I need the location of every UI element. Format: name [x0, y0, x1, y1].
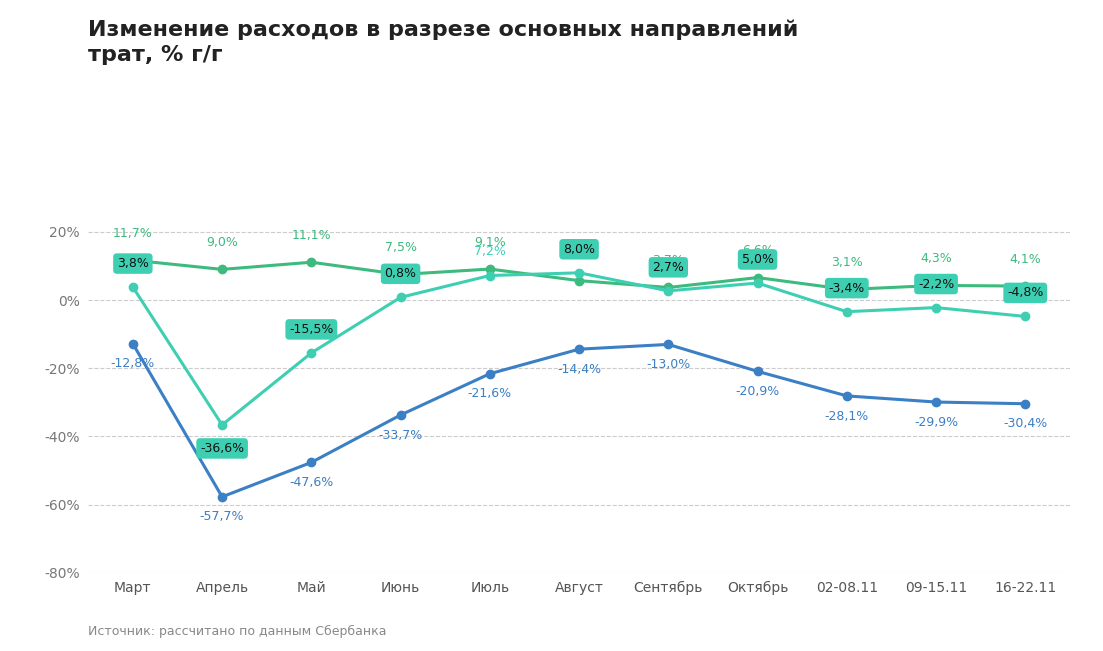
Text: -29,9%: -29,9%	[914, 416, 959, 428]
Text: -21,6%: -21,6%	[468, 387, 512, 400]
Text: -4,8%: -4,8%	[1007, 286, 1043, 299]
Text: Источник: рассчитано по данным Сбербанка: Источник: рассчитано по данным Сбербанка	[88, 625, 387, 638]
Text: -13,0%: -13,0%	[646, 358, 690, 371]
Text: -14,4%: -14,4%	[557, 363, 601, 376]
Text: -57,7%: -57,7%	[200, 510, 245, 523]
Text: 3,8%: 3,8%	[117, 257, 149, 270]
Text: 11,1%: 11,1%	[291, 229, 331, 242]
Text: 7,5%: 7,5%	[385, 241, 417, 254]
Text: 6,6%: 6,6%	[741, 244, 773, 257]
Text: 9,1%: 9,1%	[474, 236, 505, 249]
Text: 9,0%: 9,0%	[206, 236, 238, 249]
Text: 11,7%: 11,7%	[113, 227, 152, 240]
Text: -2,2%: -2,2%	[918, 277, 954, 290]
Text: 7,2%: 7,2%	[474, 245, 506, 258]
Text: -20,9%: -20,9%	[736, 385, 780, 398]
Text: -33,7%: -33,7%	[378, 428, 422, 441]
Text: 4,3%: 4,3%	[920, 252, 952, 265]
Text: 5,0%: 5,0%	[741, 253, 773, 266]
Text: -15,5%: -15,5%	[289, 323, 333, 336]
Text: -30,4%: -30,4%	[1003, 417, 1048, 430]
Text: 8,0%: 8,0%	[563, 243, 596, 256]
Text: Изменение расходов в разрезе основных направлений
трат, % г/г: Изменение расходов в разрезе основных на…	[88, 20, 799, 65]
Text: -3,4%: -3,4%	[828, 282, 865, 295]
Text: -36,6%: -36,6%	[200, 442, 244, 455]
Text: 3,1%: 3,1%	[831, 256, 863, 269]
Text: -12,8%: -12,8%	[110, 357, 156, 370]
Text: 5,7%: 5,7%	[563, 247, 596, 260]
Text: -28,1%: -28,1%	[825, 409, 869, 422]
Text: 2,7%: 2,7%	[652, 261, 684, 274]
Text: 4,1%: 4,1%	[1009, 253, 1041, 266]
Text: -47,6%: -47,6%	[289, 476, 333, 489]
Text: 0,8%: 0,8%	[385, 268, 417, 281]
Text: 3,7%: 3,7%	[652, 254, 684, 267]
